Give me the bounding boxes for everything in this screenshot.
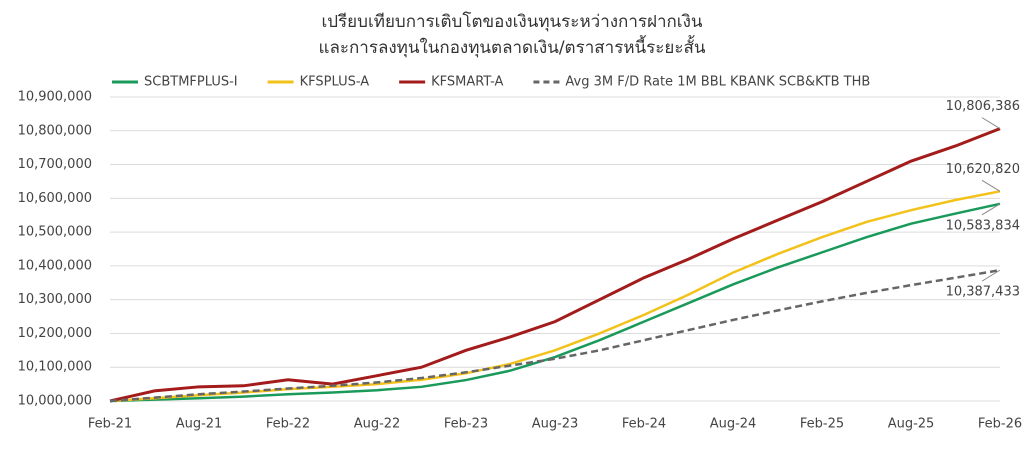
x-tick-label: Feb-26 — [978, 417, 1022, 432]
legend-label: KFSMART-A — [431, 75, 503, 90]
series-line — [109, 202, 1001, 403]
legend-label: Avg 3M F/D Rate 1M BBL KBANK SCB&KTB THB — [565, 75, 870, 90]
x-tick-label: Feb-21 — [88, 417, 132, 432]
data-label: 10,806,386 — [946, 99, 1020, 114]
data-label: 10,620,820 — [946, 162, 1020, 177]
series-line — [109, 127, 1001, 403]
x-tick-label: Feb-24 — [622, 417, 666, 432]
x-tick-label: Aug-23 — [532, 417, 579, 432]
y-tick-label: 10,100,000 — [18, 360, 92, 375]
series-line — [109, 268, 1001, 403]
y-tick-label: 10,600,000 — [18, 191, 92, 206]
y-tick-label: 10,800,000 — [18, 123, 92, 138]
y-tick-label: 10,700,000 — [18, 157, 92, 172]
y-tick-label: 10,900,000 — [18, 90, 92, 105]
chart-title: และการลงทุนในกองทุนตลาดเงิน/ตราสารหนี้ระ… — [318, 35, 705, 58]
chart-title: เปรียบเทียบการเติบโตของเงินทุนระหว่างการ… — [321, 11, 702, 32]
y-tick-label: 10,200,000 — [18, 326, 92, 341]
label-leader — [981, 203, 1001, 216]
x-tick-label: Feb-25 — [800, 417, 844, 432]
x-tick-label: Aug-22 — [354, 417, 401, 432]
x-tick-label: Feb-22 — [266, 417, 310, 432]
x-tick-label: Aug-21 — [176, 417, 223, 432]
label-leader — [981, 179, 1001, 192]
data-label: 10,583,834 — [946, 218, 1020, 233]
y-tick-label: 10,300,000 — [18, 292, 92, 307]
x-tick-label: Aug-24 — [710, 417, 757, 432]
label-leader — [981, 117, 1001, 130]
x-tick-label: Aug-25 — [888, 417, 935, 432]
label-leader — [981, 269, 1001, 282]
y-tick-label: 10,500,000 — [18, 225, 92, 240]
legend-label: KFSPLUS-A — [300, 75, 370, 90]
legend-label: SCBTMFPLUS-I — [144, 75, 238, 90]
x-tick-label: Feb-23 — [444, 417, 488, 432]
y-tick-label: 10,000,000 — [18, 394, 92, 409]
data-label: 10,387,433 — [946, 285, 1020, 300]
y-tick-label: 10,400,000 — [18, 258, 92, 273]
